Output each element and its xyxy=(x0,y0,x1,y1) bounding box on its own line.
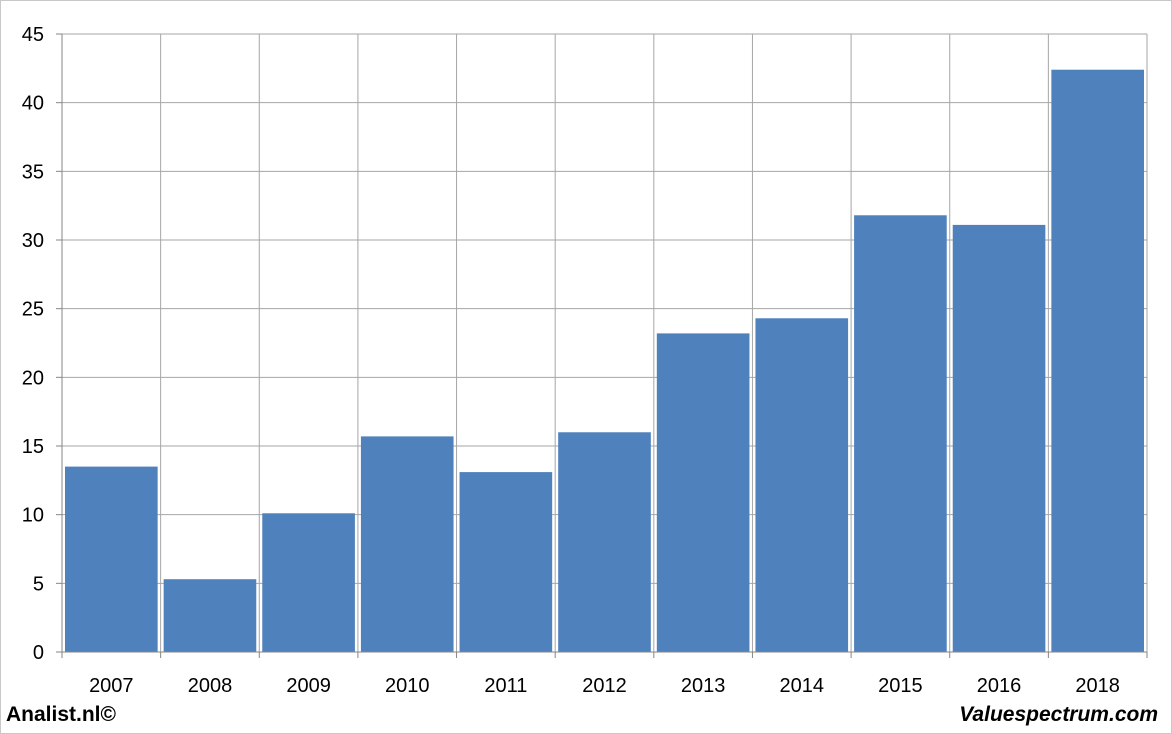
x-tick-label: 2014 xyxy=(780,675,825,697)
x-tick-label: 2009 xyxy=(286,675,331,697)
bar-2012 xyxy=(558,432,651,652)
bar-2018 xyxy=(1051,69,1144,652)
x-tick-label: 2008 xyxy=(188,675,233,697)
source-credit-right: Valuespectrum.com xyxy=(959,703,1158,726)
bar-2007 xyxy=(65,466,158,652)
bar-2009 xyxy=(262,513,355,652)
y-tick-label: 30 xyxy=(22,230,44,252)
bar-2010 xyxy=(360,436,454,652)
y-tick-label: 15 xyxy=(22,436,44,458)
x-tick-label: 2016 xyxy=(977,675,1022,697)
source-credit-left: Analist.nl© xyxy=(6,703,116,726)
bar-2011 xyxy=(459,472,553,652)
x-tick-label: 2007 xyxy=(89,675,134,697)
y-tick-label: 5 xyxy=(33,573,44,595)
y-tick-label: 45 xyxy=(22,24,44,46)
x-tick-label: 2015 xyxy=(878,675,923,697)
y-tick-label: 35 xyxy=(22,161,44,183)
x-tick-label: 2010 xyxy=(385,675,430,697)
y-tick-label: 10 xyxy=(22,505,44,527)
y-tick-label: 25 xyxy=(22,299,44,321)
x-tick-label: 2018 xyxy=(1075,675,1120,697)
x-tick-label: 2012 xyxy=(582,675,627,697)
x-tick-label: 2013 xyxy=(681,675,726,697)
y-tick-label: 0 xyxy=(33,642,44,664)
bar-2015 xyxy=(854,215,947,652)
x-tick-label: 2011 xyxy=(484,675,527,697)
bar-2008 xyxy=(163,579,257,652)
bar-2014 xyxy=(755,318,849,652)
bar-2016 xyxy=(952,224,1046,653)
bar-chart: 0 5 10 15 20 25 30 35 40 45 2007 2008 2009 2010 2011 20… xyxy=(22,24,1148,697)
y-tick-label: 20 xyxy=(22,367,44,389)
y-tick-label: 40 xyxy=(22,93,44,115)
bar-2013 xyxy=(656,333,750,652)
